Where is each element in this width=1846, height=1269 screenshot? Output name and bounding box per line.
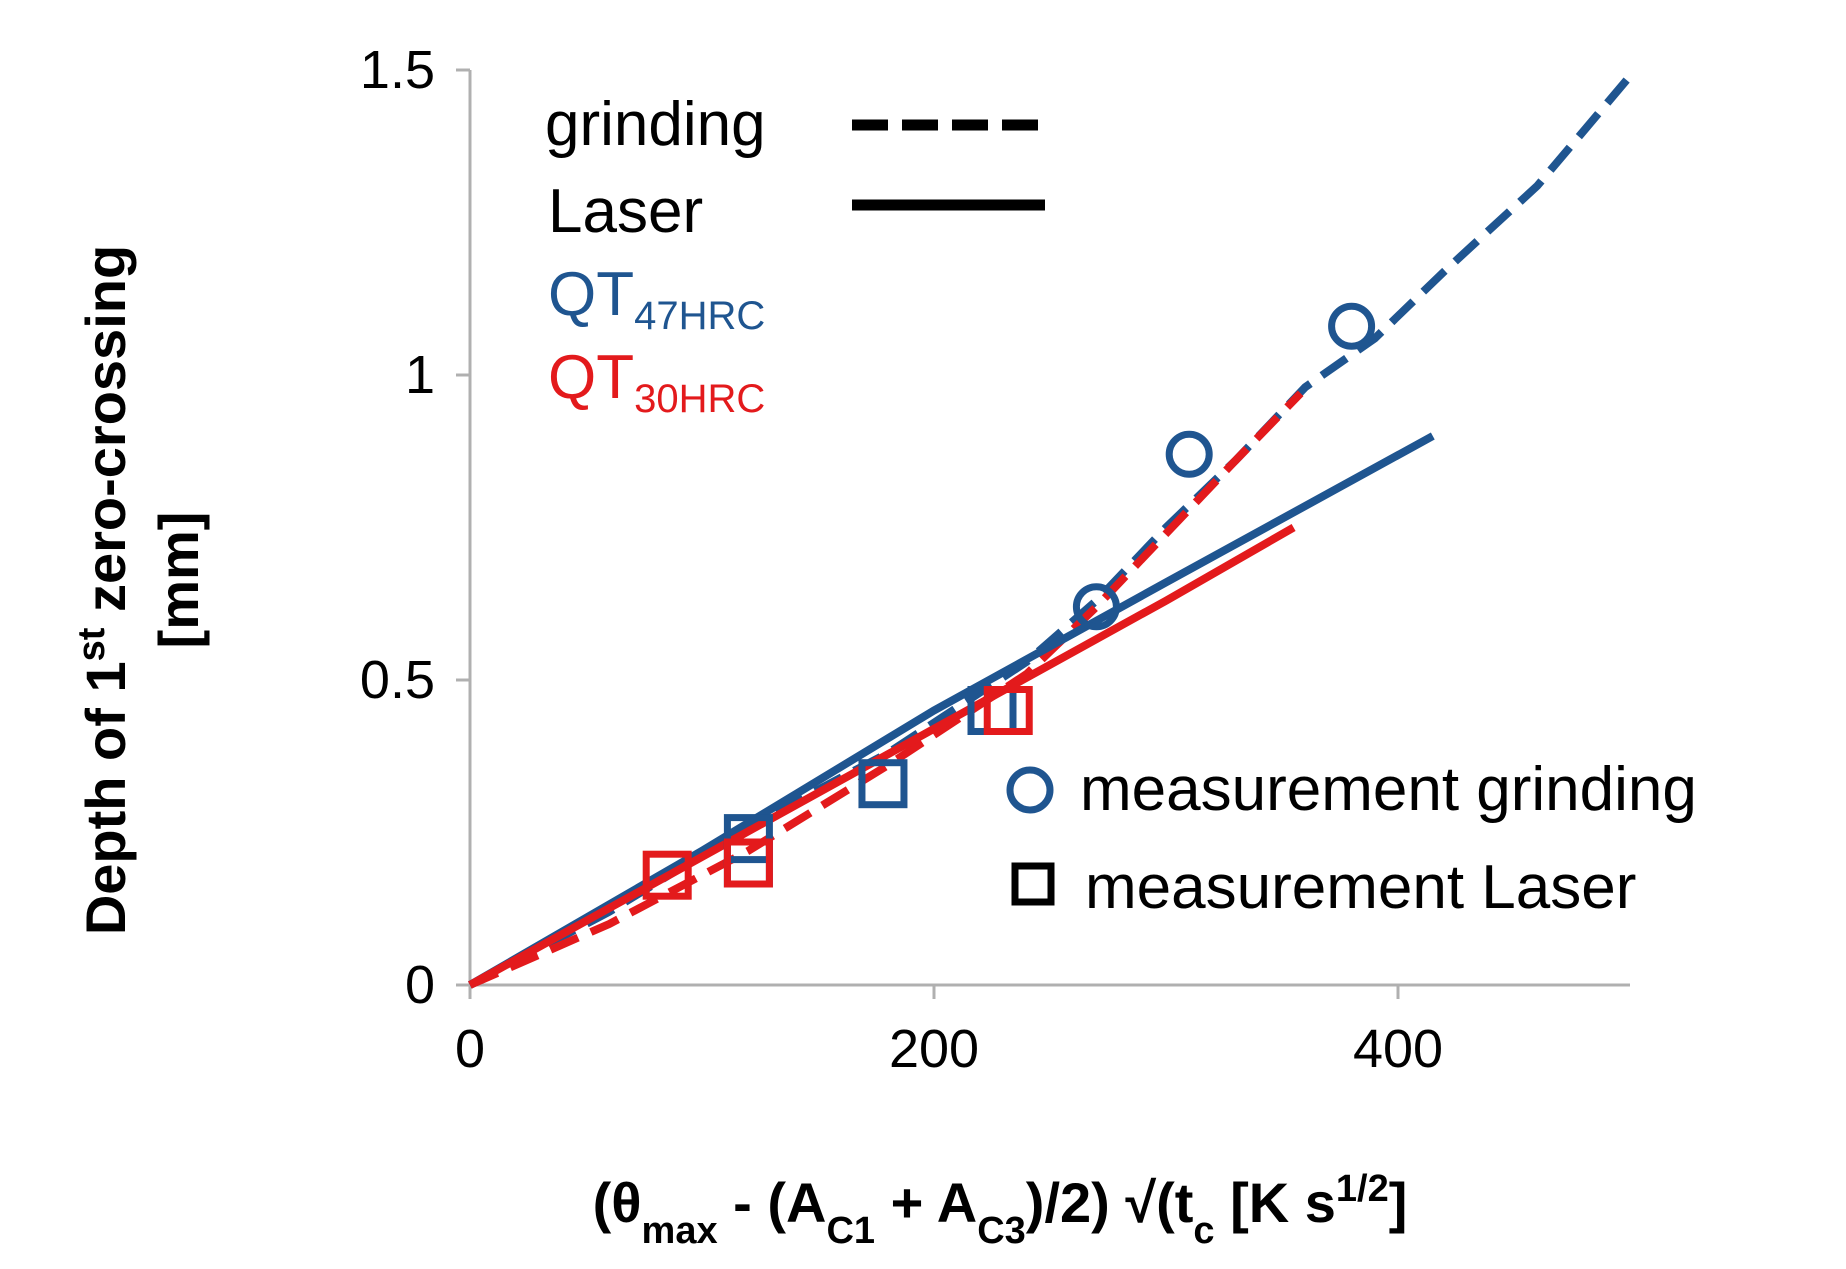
legend-square-marker [1011, 862, 1055, 906]
legend-grinding-label: grinding [545, 90, 766, 159]
measurement-laser-point [642, 850, 692, 900]
y-tick-label: 1 [405, 345, 435, 405]
x-tick-label: 200 [889, 1019, 979, 1079]
measurement-laser-point [723, 838, 773, 888]
legend-qt47: QT47HRC [548, 260, 765, 338]
y-tick-label: 1.5 [360, 40, 435, 100]
axes [456, 68, 1630, 999]
measurement-markers [642, 302, 1376, 900]
series-laser-qt30hrc [468, 524, 1296, 989]
measurement-laser-point [983, 686, 1033, 735]
y-axis-unit: [mm] [147, 512, 210, 649]
tick-labels: 0 0.5 1 1.5 0 200 400 [360, 40, 1443, 1079]
x-axis-title: (θmax - (AC1 + AC3)/2) √(tc [K s1/2] [593, 1168, 1408, 1252]
legend-markers: measurement grinding measurement Laser [1006, 755, 1697, 922]
legend-top: grinding Laser QT47HRC QT30HRC [545, 90, 1045, 421]
y-tick-label: 0 [405, 955, 435, 1015]
legend-laser-label: Laser [548, 177, 703, 246]
legend-measurement-grinding: measurement grinding [1080, 755, 1697, 824]
measurement-grinding-point [1072, 583, 1120, 631]
legend-circle-marker [1006, 766, 1054, 814]
measurement-grinding-point [1165, 430, 1213, 478]
legend-measurement-laser: measurement Laser [1085, 853, 1636, 922]
measurement-grinding-point [1328, 302, 1376, 350]
y-tick-label: 0.5 [360, 650, 435, 710]
legend-qt30: QT30HRC [548, 343, 765, 421]
y-axis-title: Depth of 1st zero-crossing [71, 245, 137, 935]
measurement-laser-point [858, 759, 908, 809]
x-tick-label: 0 [455, 1019, 485, 1079]
x-tick-label: 400 [1353, 1019, 1443, 1079]
